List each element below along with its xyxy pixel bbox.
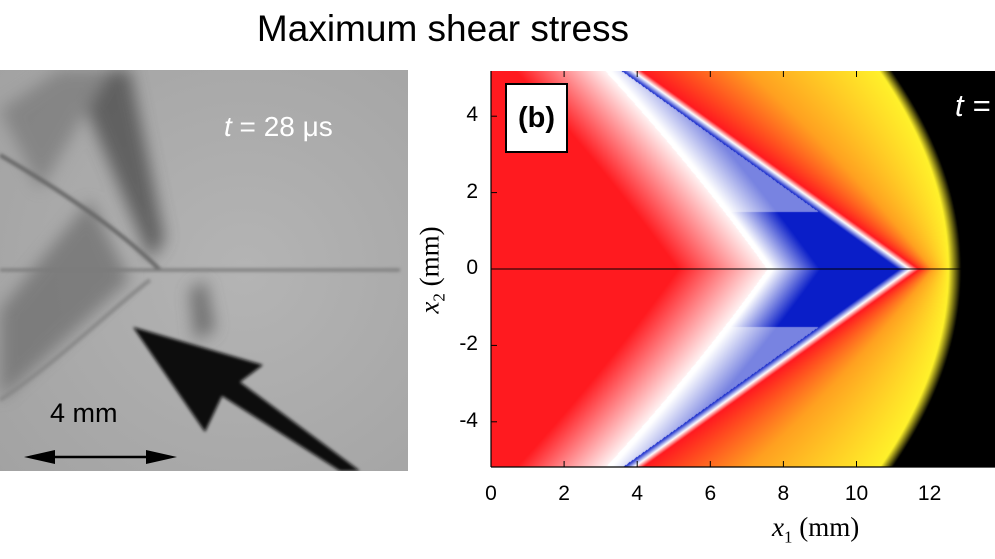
y-tick-label: -2: [459, 332, 478, 356]
y-axis-var: x: [414, 301, 445, 314]
scale-bar-arrow: [24, 450, 177, 464]
x-tick-label: 6: [704, 482, 717, 505]
photo-time-value: = 28 μs: [232, 111, 333, 142]
x-tick-label: 8: [777, 482, 790, 505]
arrow-pointer: [133, 327, 360, 471]
x-axis-unit: (mm): [799, 512, 860, 542]
x-axis-var: x: [772, 512, 784, 542]
y-axis-sub: 2: [429, 293, 449, 302]
panel-label-box: (b): [505, 83, 568, 153]
x-axis-label: x1 (mm): [772, 512, 859, 547]
x-tick-label: 4: [631, 482, 644, 505]
photo-time-t: t: [224, 111, 233, 142]
time-label-partial: t =: [955, 88, 991, 123]
experimental-photo: t = 28 μs 4 mm: [0, 70, 408, 471]
y-tick-label: 2: [466, 179, 478, 203]
x-tick-label: 10: [844, 482, 869, 505]
x-tick-label: 12: [917, 482, 942, 505]
y-tick-label: 4: [466, 103, 478, 127]
y-tick-label: -4: [459, 408, 478, 432]
figure-title: Maximum shear stress: [256, 8, 630, 49]
x-axis-sub: 1: [783, 527, 793, 547]
svg-text:t = 28 μs: t = 28 μs: [224, 111, 333, 142]
plot-axes: [490, 71, 995, 468]
x-tick-label: 0: [485, 482, 497, 505]
scale-bar-label: 4 mm: [50, 398, 118, 428]
panel-label: (b): [517, 101, 556, 134]
x-tick-label: 2: [558, 482, 570, 505]
y-axis-label: x2 (mm): [414, 226, 449, 313]
y-axis-unit: (mm): [414, 226, 445, 287]
y-tick-label: 0: [466, 256, 478, 279]
